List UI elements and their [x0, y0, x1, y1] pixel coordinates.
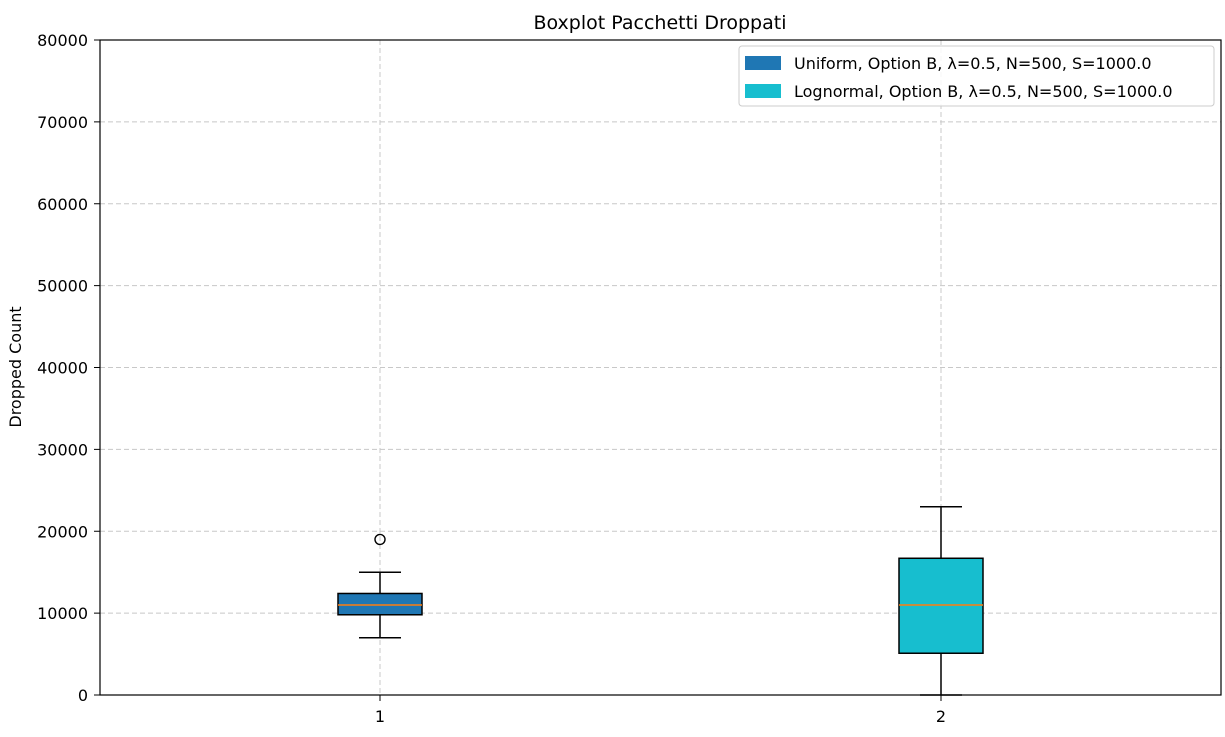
legend-label: Uniform, Option B, λ=0.5, N=500, S=1000.… — [794, 54, 1152, 73]
y-tick-label: 30000 — [37, 440, 88, 459]
grid-lines — [100, 40, 1221, 695]
outlier-point — [374, 533, 386, 546]
legend-swatch — [745, 84, 781, 98]
box-iqr — [898, 557, 984, 654]
box-group-1 — [337, 533, 423, 639]
y-tick-label: 60000 — [37, 195, 88, 214]
y-tick-label: 80000 — [37, 31, 88, 50]
y-tick-label: 20000 — [37, 522, 88, 541]
box-elements — [337, 505, 984, 696]
chart-title: Boxplot Pacchetti Droppati — [533, 12, 786, 34]
y-tick-label: 70000 — [37, 113, 88, 132]
y-tick-label: 0 — [78, 686, 88, 705]
y-tick-label: 40000 — [37, 359, 88, 378]
y-axis-ticks: 0 10000 20000 30000 40000 50000 60000 70000 8000… — [37, 31, 100, 705]
plot-frame — [99, 39, 1222, 696]
legend-swatch — [745, 56, 781, 70]
x-tick-label: 2 — [936, 707, 946, 726]
y-tick-label: 10000 — [37, 604, 88, 623]
y-axis-label: Dropped Count — [6, 306, 25, 427]
x-tick-label: 1 — [375, 707, 385, 726]
legend-box — [738, 45, 1215, 107]
legend: Uniform, Option B, λ=0.5, N=500, S=1000.… — [738, 45, 1215, 107]
box-iqr — [337, 592, 423, 616]
box-group-2 — [898, 505, 984, 696]
y-tick-label: 50000 — [37, 277, 88, 296]
legend-label: Lognormal, Option B, λ=0.5, N=500, S=100… — [794, 82, 1173, 101]
